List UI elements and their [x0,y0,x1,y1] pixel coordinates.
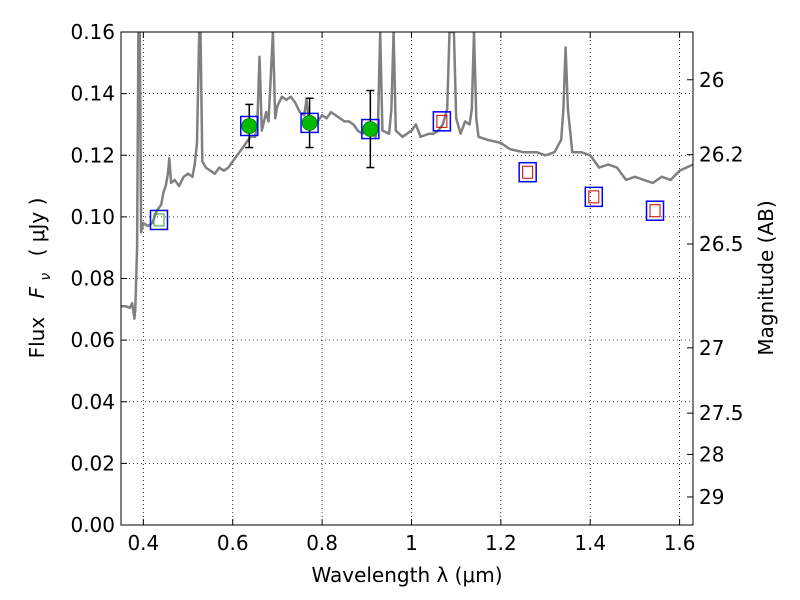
y2-tick-label: 26 [699,68,724,92]
y-axis-label: Flux F ν ( μJy ) [25,198,55,359]
spectrum-group [121,32,693,320]
x-axis-label: Wavelength λ (μm) [311,563,502,587]
model-photometry-square [432,111,452,132]
y-tick-label: 0.02 [70,451,115,475]
y-tick-label: 0.14 [70,82,115,106]
photometry-inner-square [588,190,600,204]
model-photometry-square [584,186,604,208]
model-photometry-square [645,200,665,221]
y-tick-label: 0.08 [70,267,115,291]
observed-flux-point [241,118,258,134]
y2-tick-label: 27 [699,336,724,360]
y-axis-label-units: ( μJy ) [25,198,49,257]
x-tick-label: 1.2 [485,531,517,555]
plot-background [121,32,693,525]
x-tick-label: 1 [405,531,418,555]
y2-tick-label: 26.5 [699,232,744,256]
photometry-inner-square [649,204,661,218]
y-tick-label: 0.04 [70,390,115,414]
y-axis: 0.00 0.02 0.04 0.06 0.08 0.10 0.12 0.14 0.16 [70,20,127,537]
photometry-inner-square [153,213,165,227]
model-photometry-square [518,161,537,183]
y-axis-label-sub: ν [38,273,54,281]
y2-tick-label: 28 [699,442,724,466]
y-tick-label: 0.10 [70,205,115,229]
x-tick-label: 0.6 [217,531,249,555]
y-tick-label: 0.06 [70,328,115,352]
y-tick-label: 0.00 [70,513,115,537]
photometry-inner-square [436,114,448,128]
x-axis: 0.4 0.6 0.8 1 1.2 1.4 1.6 [127,32,696,555]
y-tick-label: 0.16 [70,20,115,44]
x-tick-label: 1.4 [574,531,606,555]
x-tick-label: 0.4 [127,531,159,555]
observed-flux-point [301,114,318,131]
y-tick-label: 0.12 [70,143,115,167]
photometry-inner-square [522,165,534,179]
model-photometry-square [149,209,169,231]
observed-flux-point [362,121,379,137]
y2-tick-label: 29 [699,485,724,509]
y-axis-label-text: Flux [25,317,49,359]
x-tick-label: 1.6 [664,531,696,555]
y2-axis: 26 26.2 26.5 27 27.5 28 29 [687,68,744,509]
x-tick-label: 0.8 [306,531,338,555]
y2-tick-label: 26.2 [699,143,744,167]
y-axis-label-var: F [25,286,49,298]
svg-text:Flux F ν ( μ: Flux F ν ( μJy ) [25,198,55,359]
model-spectrum-line [121,32,693,320]
photometry-group [149,89,665,231]
y2-axis-label: Magnitude (AB) [754,200,778,355]
y2-tick-label: 27.5 [699,401,744,425]
